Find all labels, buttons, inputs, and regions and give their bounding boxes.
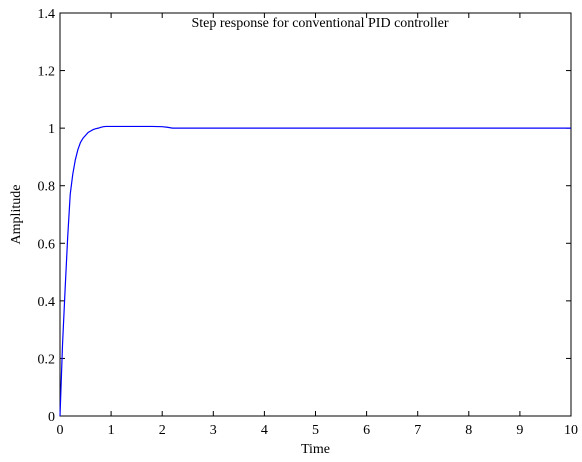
y-tick-label: 0.8 (38, 180, 56, 195)
x-axis-ticks: 0 1 2 3 4 5 6 7 8 9 10 (57, 13, 578, 438)
y-tick-label: 1.4 (38, 7, 56, 22)
x-tick-label: 0 (57, 423, 64, 438)
y-axis-title: Amplitude (9, 185, 24, 245)
plot-area (59, 12, 572, 417)
x-tick-label: 6 (363, 423, 370, 438)
x-tick-label: 4 (261, 423, 268, 438)
x-tick-label: 10 (564, 423, 578, 438)
y-tick-label: 0.6 (38, 237, 56, 252)
x-tick-label: 5 (312, 423, 319, 438)
x-tick-label: 1 (108, 423, 115, 438)
y-tick-label: 1.2 (38, 65, 56, 80)
x-tick-label: 7 (414, 423, 421, 438)
series-line-0 (59, 125, 571, 417)
chart-title: Step response for conventional PID contr… (192, 16, 449, 31)
y-axis-ticks: 0 0.2 0.4 0.6 0.8 1 1.2 1.4 (38, 7, 571, 425)
x-tick-label: 9 (516, 423, 523, 438)
x-tick-label: 2 (159, 423, 166, 438)
x-tick-label: 8 (465, 423, 472, 438)
y-tick-label: 1 (48, 122, 55, 137)
y-tick-label: 0.4 (38, 295, 56, 310)
y-tick-label: 0 (48, 410, 55, 425)
y-tick-label: 0.2 (38, 352, 56, 367)
x-axis-title: Time (301, 442, 330, 457)
x-tick-label: 3 (210, 423, 217, 438)
series-group (59, 125, 571, 417)
